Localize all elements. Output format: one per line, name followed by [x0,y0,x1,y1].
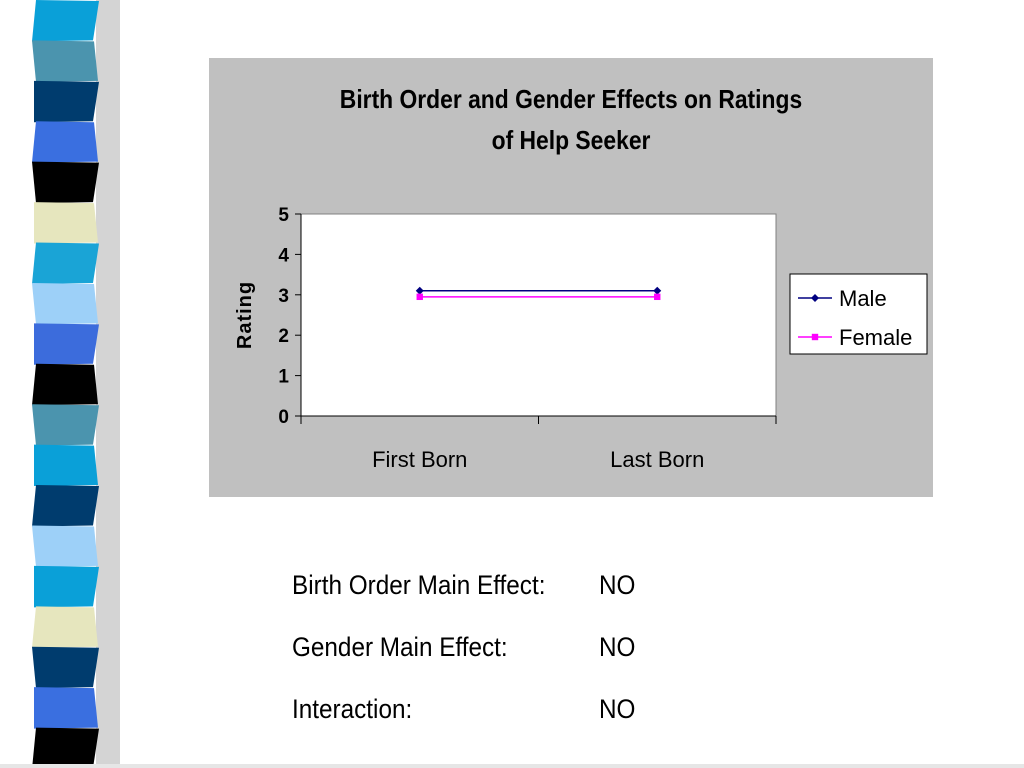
strip-band [32,727,99,768]
y-tick-label: 3 [278,286,289,307]
strip-band [32,282,98,325]
x-category-label: Last Born [610,447,704,472]
y-tick-label: 0 [278,407,289,428]
decorative-color-strip [0,0,130,768]
effect-label: Interaction: [292,694,413,724]
data-point-male [653,286,662,295]
strip-band [32,0,99,42]
strip-band [32,485,99,527]
data-point-female [654,293,661,301]
line-chart: Birth Order and Gender Effects on Rating… [234,86,928,472]
effect-value: NO [599,570,636,600]
y-axis-label: Rating [234,281,256,349]
x-category-label: First Born [372,447,467,472]
strip-band [32,121,98,163]
legend-marker-female [811,333,819,341]
strip-band [32,525,98,567]
y-tick-label: 2 [278,326,289,347]
strip-band [34,80,99,123]
axes: 0 1 2 3 4 5 First Born Last Born [278,205,777,472]
legend-marker-male [811,294,819,302]
bottom-divider [0,764,1024,768]
legend-box [789,273,928,355]
strip-shadow [96,0,120,768]
strip-band [32,161,99,204]
plot-area [300,213,777,417]
y-tick-label: 4 [278,245,289,266]
chart-title-line-2: of Help Seeker [492,127,651,156]
strip-band [32,646,99,689]
data-point-female [416,293,423,301]
legend-label-female: Female [839,325,912,350]
strip-band [32,40,98,82]
effect-value: NO [599,632,636,662]
chart-panel: Birth Order and Gender Effects on Rating… [209,58,933,497]
strip-band [32,363,98,406]
strip-band [34,687,98,729]
strip-band [34,202,98,244]
chart-title-line-1: Birth Order and Gender Effects on Rating… [340,86,802,115]
strip-band [32,242,99,284]
series-layer [415,286,662,301]
y-tick-label: 5 [278,205,289,226]
effect-label: Birth Order Main Effect: [292,570,546,600]
strip-band [32,606,98,648]
legend-label-male: Male [839,286,887,311]
strip-band [32,404,99,446]
strip-band [34,444,98,487]
data-point-male [415,286,424,295]
effect-label: Gender Main Effect: [292,632,508,662]
y-tick-label: 1 [278,367,289,388]
legend: Male Female [789,273,928,355]
strip-band [34,323,99,365]
strip-band [34,565,99,608]
effect-value: NO [599,694,636,724]
